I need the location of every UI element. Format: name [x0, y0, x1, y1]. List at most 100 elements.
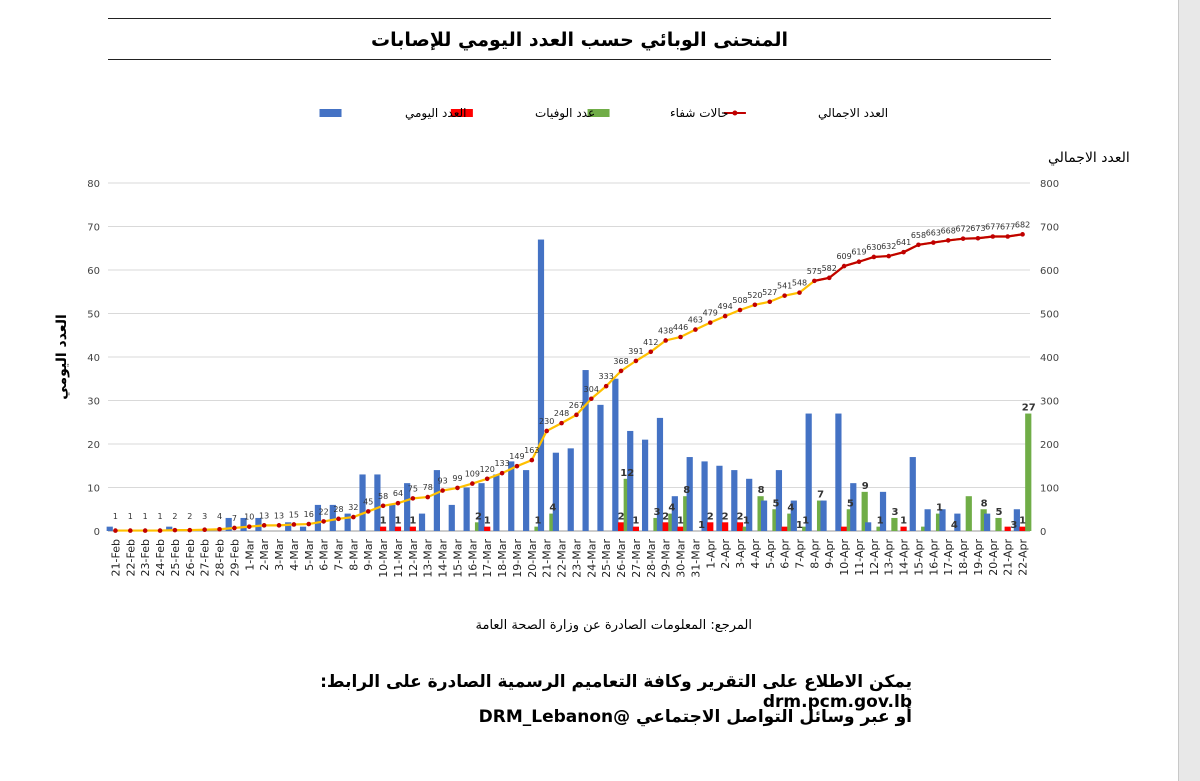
cumulative-data-label: 1 [158, 512, 163, 521]
cumulative-data-label: 548 [792, 279, 807, 288]
cumulative-point [365, 509, 371, 514]
cumulative-point [187, 527, 193, 533]
recovered-data-label: 1 [535, 516, 542, 527]
bar-daily [656, 417, 664, 531]
x-tick-label: 6-Apr [779, 539, 792, 569]
x-tick-label: 8-Apr [808, 539, 821, 569]
bar-recovered [980, 509, 987, 531]
cumulative-point [425, 494, 431, 500]
x-tick-label: 16-Apr [927, 539, 940, 576]
cumulative-data-label: 682 [1015, 220, 1030, 229]
bar-daily [612, 378, 619, 531]
x-tick-label: 30-Mar [675, 539, 688, 578]
cumulative-data-label: 663 [926, 229, 941, 238]
cumulative-point [321, 519, 326, 524]
page-edge [1178, 0, 1200, 781]
x-tick-label: 14-Apr [898, 539, 911, 576]
bar-daily [106, 526, 113, 531]
bar-deaths [677, 526, 684, 531]
bar-recovered [935, 513, 943, 531]
cumulative-point [499, 470, 505, 476]
deaths-data-label: 2 [618, 511, 625, 522]
bar-recovered [846, 509, 853, 531]
cumulative-point [128, 528, 133, 533]
deaths-data-label: 1 [796, 520, 803, 531]
cumulative-point [752, 302, 758, 308]
x-tick-label: 26-Feb [184, 539, 197, 576]
x-tick-label: 21-Apr [1002, 539, 1015, 576]
x-tick-label: 24-Mar [585, 539, 598, 578]
bar-recovered [623, 478, 630, 531]
cumulative-point [990, 234, 996, 239]
right-tick-label: 500 [1040, 310, 1059, 321]
recovered-data-label: 1 [743, 516, 750, 527]
recovered-data-label: 8 [683, 485, 690, 496]
bar-recovered [653, 517, 660, 531]
x-tick-label: 22-Feb [124, 539, 137, 576]
left-tick-label: 20 [87, 440, 100, 451]
cumulative-point [812, 278, 817, 284]
cumulative-point [886, 253, 892, 259]
cumulative-point [380, 503, 386, 509]
x-tick-label: 4-Mar [288, 539, 301, 571]
cumulative-point [470, 481, 475, 486]
left-axis-title: العدد اليومي [54, 314, 70, 399]
bar-daily [418, 513, 426, 531]
bar-deaths [736, 522, 744, 531]
cumulative-data-label: 630 [866, 243, 881, 252]
cumulative-point [306, 521, 312, 527]
deaths-data-label: 1 [409, 516, 416, 527]
bar-daily [344, 513, 351, 531]
cumulative-point [1005, 234, 1010, 239]
x-tick-label: 18-Apr [957, 539, 970, 576]
x-tick-label: 21-Mar [541, 539, 554, 578]
cumulative-data-label: 1 [128, 512, 133, 521]
x-tick-label: 1-Apr [704, 539, 717, 569]
x-tick-label: 20-Mar [526, 539, 539, 578]
x-tick-label: 21-Feb [109, 539, 122, 576]
x-tick-label: 7-Apr [794, 539, 807, 569]
deaths-data-label: 1 [380, 516, 387, 527]
x-tick-label: 11-Mar [392, 539, 405, 578]
bar-recovered [816, 500, 824, 531]
cumulative-data-label: 527 [762, 288, 777, 297]
cumulative-point [931, 240, 936, 245]
recovered-data-label: 1 [877, 516, 884, 527]
bar-daily [865, 522, 872, 531]
x-tick-label: 25-Mar [600, 539, 613, 578]
cumulative-data-label: 4 [217, 512, 222, 521]
recovered-data-label: 5 [996, 507, 1003, 518]
recovered-data-label: 12 [620, 468, 634, 479]
bar-deaths [1019, 526, 1026, 531]
bar-daily [582, 370, 589, 531]
bar-recovered [549, 513, 556, 531]
recovered-data-label: 2 [475, 511, 482, 522]
bar-deaths [632, 526, 640, 531]
left-tick-label: 30 [87, 397, 100, 408]
x-tick-label: 23-Feb [139, 539, 152, 576]
bar-daily [954, 513, 961, 531]
legend-label: حالات شفاء [670, 106, 728, 120]
x-tick-label: 1-Mar [243, 539, 256, 571]
left-tick-label: 70 [87, 223, 100, 234]
cumulative-data-label: 672 [955, 225, 970, 234]
deaths-data-label: 1 [632, 516, 639, 527]
x-tick-label: 5-Apr [764, 539, 777, 569]
cumulative-data-label: 109 [465, 470, 480, 479]
cumulative-data-label: 619 [851, 248, 866, 257]
cumulative-data-label: 2 [187, 512, 192, 521]
cumulative-point [975, 235, 981, 241]
bar-deaths [394, 526, 402, 531]
x-tick-label: 6-Mar [318, 539, 331, 571]
cumulative-data-label: 13 [274, 511, 284, 520]
bar-daily [805, 413, 812, 531]
cumulative-data-label: 304 [584, 385, 599, 394]
bar-deaths [722, 522, 729, 531]
deaths-data-label: 1 [1019, 516, 1026, 527]
cumulative-point [737, 307, 743, 313]
bar-daily [597, 404, 604, 531]
cumulative-point [618, 368, 624, 374]
bar-daily [448, 504, 455, 531]
cumulative-point [916, 242, 921, 248]
right-tick-label: 400 [1040, 353, 1059, 364]
